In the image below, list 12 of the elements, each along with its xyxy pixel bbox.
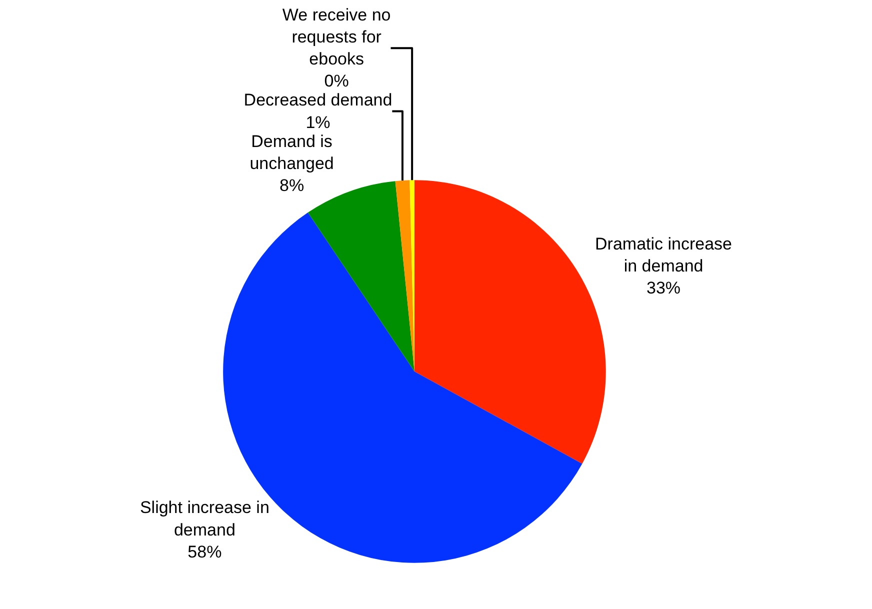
slice-label: Slight increase in demand xyxy=(140,498,270,540)
slice-label: Dramatic increase in demand xyxy=(595,234,732,276)
slice-label: Demand is unchanged xyxy=(250,132,334,173)
data-label: 8% xyxy=(279,176,304,196)
pie-slice xyxy=(308,181,414,372)
data-label: 58% xyxy=(188,542,222,562)
slice-label: Decreased demand xyxy=(244,90,392,110)
data-label: 1% xyxy=(306,112,330,132)
data-label: 0% xyxy=(324,72,349,91)
slice-label: We receive no requests for ebooks xyxy=(282,5,391,69)
pie-slice xyxy=(395,180,414,372)
data-label: 33% xyxy=(646,278,681,298)
